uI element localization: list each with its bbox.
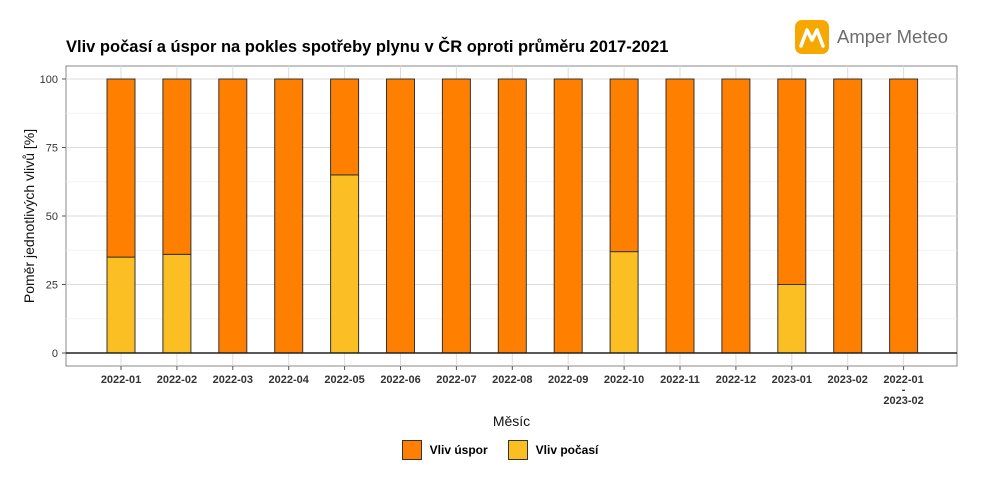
- bar-vliv-uspor: [777, 78, 807, 285]
- bar-vliv-pocasi: [162, 253, 192, 354]
- bar-vliv-uspor: [441, 78, 471, 354]
- x-tick-label: 2022-04: [269, 374, 310, 386]
- x-axis-label: Měsíc: [493, 413, 530, 429]
- x-tick-label: 2022-05: [324, 374, 364, 386]
- x-tick-label: 2022-09: [548, 374, 588, 386]
- bar-vliv-uspor: [330, 78, 360, 176]
- bar-vliv-uspor: [665, 78, 695, 354]
- bar-vliv-uspor: [721, 78, 751, 354]
- chart-plot: 0 25 50 75 100 2022-01 2022-02 2022-03 2022-04 20…: [21, 65, 958, 429]
- legend-label-vliv-pocasi: Vliv počasí: [535, 443, 599, 457]
- x-tick-label: 2022-02: [157, 374, 197, 386]
- bar-vliv-uspor: [274, 78, 304, 354]
- bar-vliv-uspor: [553, 78, 583, 354]
- legend-swatch-vliv-pocasi: [507, 440, 528, 460]
- x-tick-label: 2022-11: [660, 374, 700, 386]
- chart-title: Vliv počasí a úspor na pokles spotřeby p…: [66, 38, 669, 56]
- legend-item-vliv-pocasi: Vliv počasí: [507, 440, 599, 460]
- bar-vliv-uspor: [162, 78, 192, 255]
- bar-vliv-pocasi: [106, 256, 136, 354]
- y-tick-label: 100: [40, 74, 58, 86]
- x-tick-label: 2023-01: [772, 374, 812, 386]
- amper-meteo-logo-icon: [795, 20, 829, 54]
- bar-vliv-uspor: [833, 78, 863, 354]
- x-tick-label: 2022-10: [604, 374, 644, 386]
- legend-label-vliv-uspor: Vliv úspor: [429, 443, 488, 457]
- legend-swatch-vliv-uspor: [401, 440, 422, 460]
- bar-vliv-pocasi: [330, 174, 360, 354]
- legend-item-vliv-uspor: Vliv úspor: [401, 440, 488, 460]
- x-tick-label: 2022-01: [101, 374, 141, 386]
- x-tick-label: 2022-08: [492, 374, 532, 386]
- y-axis-label: Poměr jednotlivých vlivů [%]: [21, 129, 37, 303]
- y-tick-label: 0: [52, 348, 58, 360]
- legend: Vliv úspor Vliv počasí: [0, 440, 1000, 460]
- x-tick-label: 2022-01 -2023-02: [883, 374, 923, 407]
- bar-vliv-uspor: [106, 78, 136, 258]
- x-tick-label: 2022-03: [213, 374, 253, 386]
- brand-logo: Amper Meteo: [795, 20, 948, 54]
- bar-vliv-pocasi: [777, 284, 807, 354]
- x-tick-label: 2022-06: [380, 374, 420, 386]
- y-tick-label: 75: [46, 143, 58, 155]
- y-tick-label: 50: [46, 211, 58, 223]
- bar-vliv-uspor: [609, 78, 639, 253]
- x-tick-label: 2022-12: [716, 374, 756, 386]
- bar-vliv-uspor: [386, 78, 415, 354]
- bar-vliv-uspor: [218, 78, 248, 354]
- bar-vliv-uspor: [497, 78, 527, 354]
- bar-vliv-uspor: [889, 78, 919, 354]
- y-tick-label: 25: [46, 280, 58, 292]
- x-tick-label: 2023-02: [828, 374, 868, 386]
- x-tick-label: 2022-07: [436, 374, 476, 386]
- bar-vliv-pocasi: [609, 251, 639, 354]
- brand-name: Amper Meteo: [837, 26, 949, 47]
